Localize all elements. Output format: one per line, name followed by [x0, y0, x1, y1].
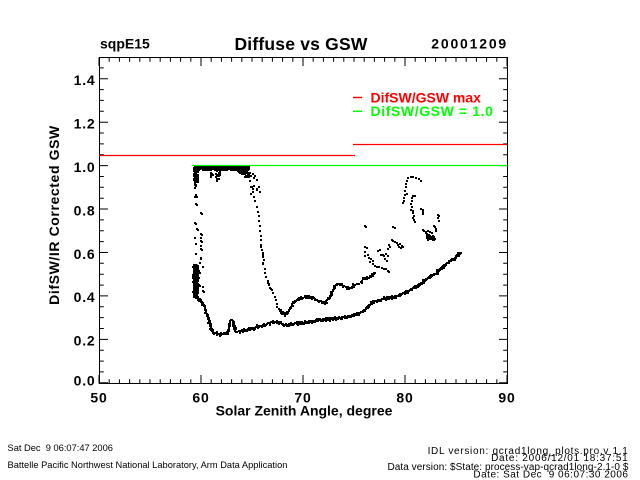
svg-text:20001209: 20001209 [431, 36, 508, 52]
svg-text:70: 70 [294, 390, 311, 406]
svg-text:1.0: 1.0 [74, 159, 96, 175]
svg-text:DifSW/IR Corrected GSW: DifSW/IR Corrected GSW [46, 125, 62, 305]
svg-text:Battelle Pacific Northwest Nat: Battelle Pacific Northwest National Labo… [8, 460, 288, 470]
svg-text:Date: 2006/12/01 18:37:51: Date: 2006/12/01 18:37:51 [491, 453, 628, 464]
svg-text:80: 80 [396, 390, 413, 406]
svg-text:Data version: $State: process-: Data version: $State: process-vap-qcrad1… [387, 462, 628, 473]
svg-text:0.6: 0.6 [74, 246, 96, 262]
svg-text:0.2: 0.2 [74, 333, 96, 349]
svg-text:Solar Zenith Angle, degree: Solar Zenith Angle, degree [216, 403, 393, 419]
svg-text:IDL version: qcrad1long_plots.: IDL version: qcrad1long_plots.pro,v 1.1 [428, 446, 629, 457]
svg-text:Sat Dec 9 06:07:47 2006: Sat Dec 9 06:07:47 2006 [8, 443, 113, 453]
svg-text:0.4: 0.4 [74, 289, 96, 305]
svg-text:0.8: 0.8 [74, 202, 96, 218]
svg-text:60: 60 [192, 390, 209, 406]
svg-text:90: 90 [498, 390, 515, 406]
svg-text:Diffuse vs GSW: Diffuse vs GSW [234, 34, 367, 54]
svg-text:0.0: 0.0 [74, 372, 96, 388]
svg-text:DifSW/GSW = 1.0: DifSW/GSW = 1.0 [371, 103, 494, 119]
svg-text:1.4: 1.4 [74, 72, 96, 88]
svg-text:DifSW/GSW max: DifSW/GSW max [371, 89, 482, 105]
svg-text:Date: Sat Dec 9 06:07:30 2006: Date: Sat Dec 9 06:07:30 2006 [473, 470, 628, 480]
svg-text:50: 50 [90, 390, 107, 406]
svg-text:1.2: 1.2 [74, 116, 96, 132]
svg-text:sqpE15: sqpE15 [100, 36, 150, 52]
